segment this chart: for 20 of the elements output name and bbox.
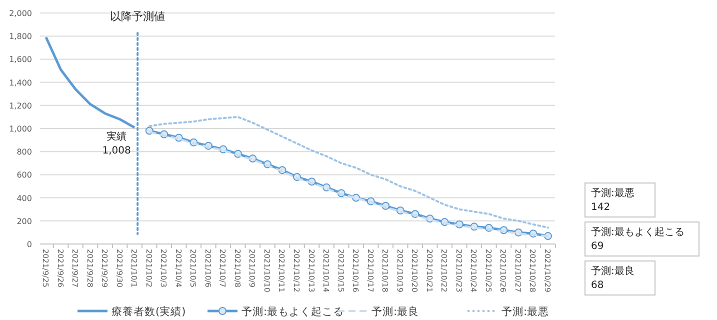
y-tick-label: 0 <box>26 240 32 249</box>
text: 予測:最良 68 <box>591 265 634 291</box>
ref-line-label: 以降予測値 <box>110 10 166 23</box>
y-tick-label: 2,000 <box>9 9 32 18</box>
annotation: 実績 1,008 <box>102 130 131 157</box>
legend-label: 予測:最良 <box>372 305 420 318</box>
text: 予測:最悪 142 <box>591 187 634 213</box>
y-tick-label: 1,400 <box>9 78 32 88</box>
text: 予測:最もよく起こる 69 <box>591 226 684 252</box>
y-tick-label: 1,600 <box>9 55 32 64</box>
y-tick-label: 200 <box>16 216 32 226</box>
y-tick-label: 1,800 <box>9 32 32 42</box>
y-tick-label: 800 <box>16 148 32 157</box>
line-series <box>44 36 136 129</box>
y-tick-label: 400 <box>16 194 32 203</box>
y-tick-label: 600 <box>16 170 32 180</box>
y-tick-label: 1,000 <box>9 124 32 134</box>
legend-label: 予測:最悪 <box>502 306 550 318</box>
legend-label: 療養者数(実績) <box>112 305 186 318</box>
y-tick-label: 1,200 <box>9 101 32 110</box>
